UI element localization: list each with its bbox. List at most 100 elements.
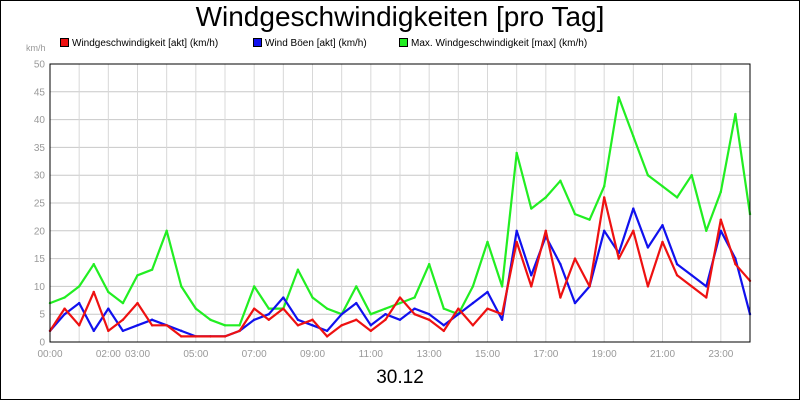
data-point (427, 318, 431, 321)
data-point (252, 307, 256, 310)
data-point (661, 240, 664, 244)
data-point (573, 257, 577, 260)
data-point (442, 307, 445, 310)
legend-item-max-speed: Max. Windgeschwindigkeit [max] (km/h) (399, 38, 587, 50)
data-point (398, 318, 402, 321)
data-point (602, 196, 606, 199)
data-point (602, 185, 606, 188)
data-point (471, 285, 475, 288)
data-point (559, 296, 562, 299)
data-point (252, 318, 256, 321)
data-point (719, 190, 723, 194)
data-point (150, 324, 154, 327)
data-point (369, 329, 373, 333)
data-point (223, 335, 227, 338)
data-point (180, 335, 183, 338)
data-point (384, 307, 387, 310)
data-point (413, 307, 416, 310)
legend-label-max-speed: Max. Windgeschwindigkeit [max] (km/h) (411, 38, 588, 49)
data-point (267, 318, 270, 321)
data-point (121, 301, 125, 305)
data-point (77, 324, 81, 327)
legend-swatch-blue (253, 38, 262, 47)
data-point (77, 285, 81, 288)
data-point (165, 324, 168, 327)
data-point (63, 296, 66, 299)
data-point (238, 329, 241, 333)
legend-item-gusts: Wind Böen [akt] (km/h) (253, 38, 367, 50)
data-point (325, 329, 329, 333)
data-point (296, 268, 300, 271)
data-point (325, 307, 329, 310)
data-point (530, 207, 533, 210)
data-point (500, 318, 504, 321)
data-point (369, 324, 373, 327)
data-point (209, 318, 212, 321)
data-point (617, 257, 620, 260)
data-point (617, 96, 620, 99)
data-point (413, 313, 416, 316)
data-point (675, 196, 679, 199)
data-point (646, 174, 650, 177)
data-point (573, 301, 577, 305)
data-point (486, 307, 489, 310)
data-point (530, 285, 533, 288)
data-point (267, 307, 270, 310)
x-tick-label: 09:00 (300, 349, 325, 360)
data-point (325, 335, 329, 338)
data-point (632, 207, 635, 210)
data-point (457, 313, 460, 316)
data-point (442, 329, 445, 333)
data-point (150, 268, 154, 271)
data-point (267, 313, 270, 316)
data-point (427, 313, 431, 316)
data-point (92, 329, 95, 333)
legend-swatch-green (399, 38, 408, 47)
data-point (632, 229, 635, 232)
data-point (398, 296, 402, 299)
data-point (471, 301, 475, 305)
data-point (690, 174, 693, 177)
data-point (311, 318, 314, 321)
data-point (661, 224, 664, 227)
data-point (252, 285, 256, 288)
data-point (384, 318, 387, 321)
data-point (500, 285, 504, 288)
data-point (544, 229, 548, 232)
data-point (719, 218, 723, 221)
data-point (398, 301, 402, 305)
data-point (471, 324, 475, 327)
x-tick-label: 00:00 (37, 349, 62, 360)
x-tick-label: 11:00 (359, 349, 384, 360)
data-point (150, 318, 154, 321)
data-point (675, 262, 679, 266)
data-point (588, 285, 591, 288)
data-point (442, 324, 445, 327)
data-point (705, 285, 708, 288)
data-point (384, 313, 387, 316)
y-tick-label: 40 (34, 115, 46, 126)
y-tick-label: 25 (34, 199, 46, 210)
data-point (500, 313, 504, 316)
data-point (340, 313, 343, 316)
y-tick-label: 45 (34, 87, 46, 98)
data-point (486, 240, 489, 244)
data-point (369, 313, 373, 316)
legend-label-gusts: Wind Böen [akt] (km/h) (265, 38, 367, 49)
data-point (107, 307, 110, 310)
y-tick-label: 35 (34, 143, 46, 154)
x-tick-label: 02:00 (96, 349, 121, 360)
date-label: 30.12 (376, 367, 424, 388)
x-tick-label: 17:00 (533, 349, 558, 360)
data-point (559, 179, 562, 182)
data-point (136, 274, 139, 277)
data-point (515, 229, 518, 232)
x-tick-label: 03:00 (125, 349, 150, 360)
legend-label-wind-speed: Windgeschwindigkeit [akt] (km/h) (72, 38, 219, 49)
data-point (136, 301, 139, 305)
data-point (559, 262, 562, 266)
y-tick-label: 0 (39, 338, 45, 349)
data-point (705, 229, 708, 232)
data-point (646, 246, 650, 249)
